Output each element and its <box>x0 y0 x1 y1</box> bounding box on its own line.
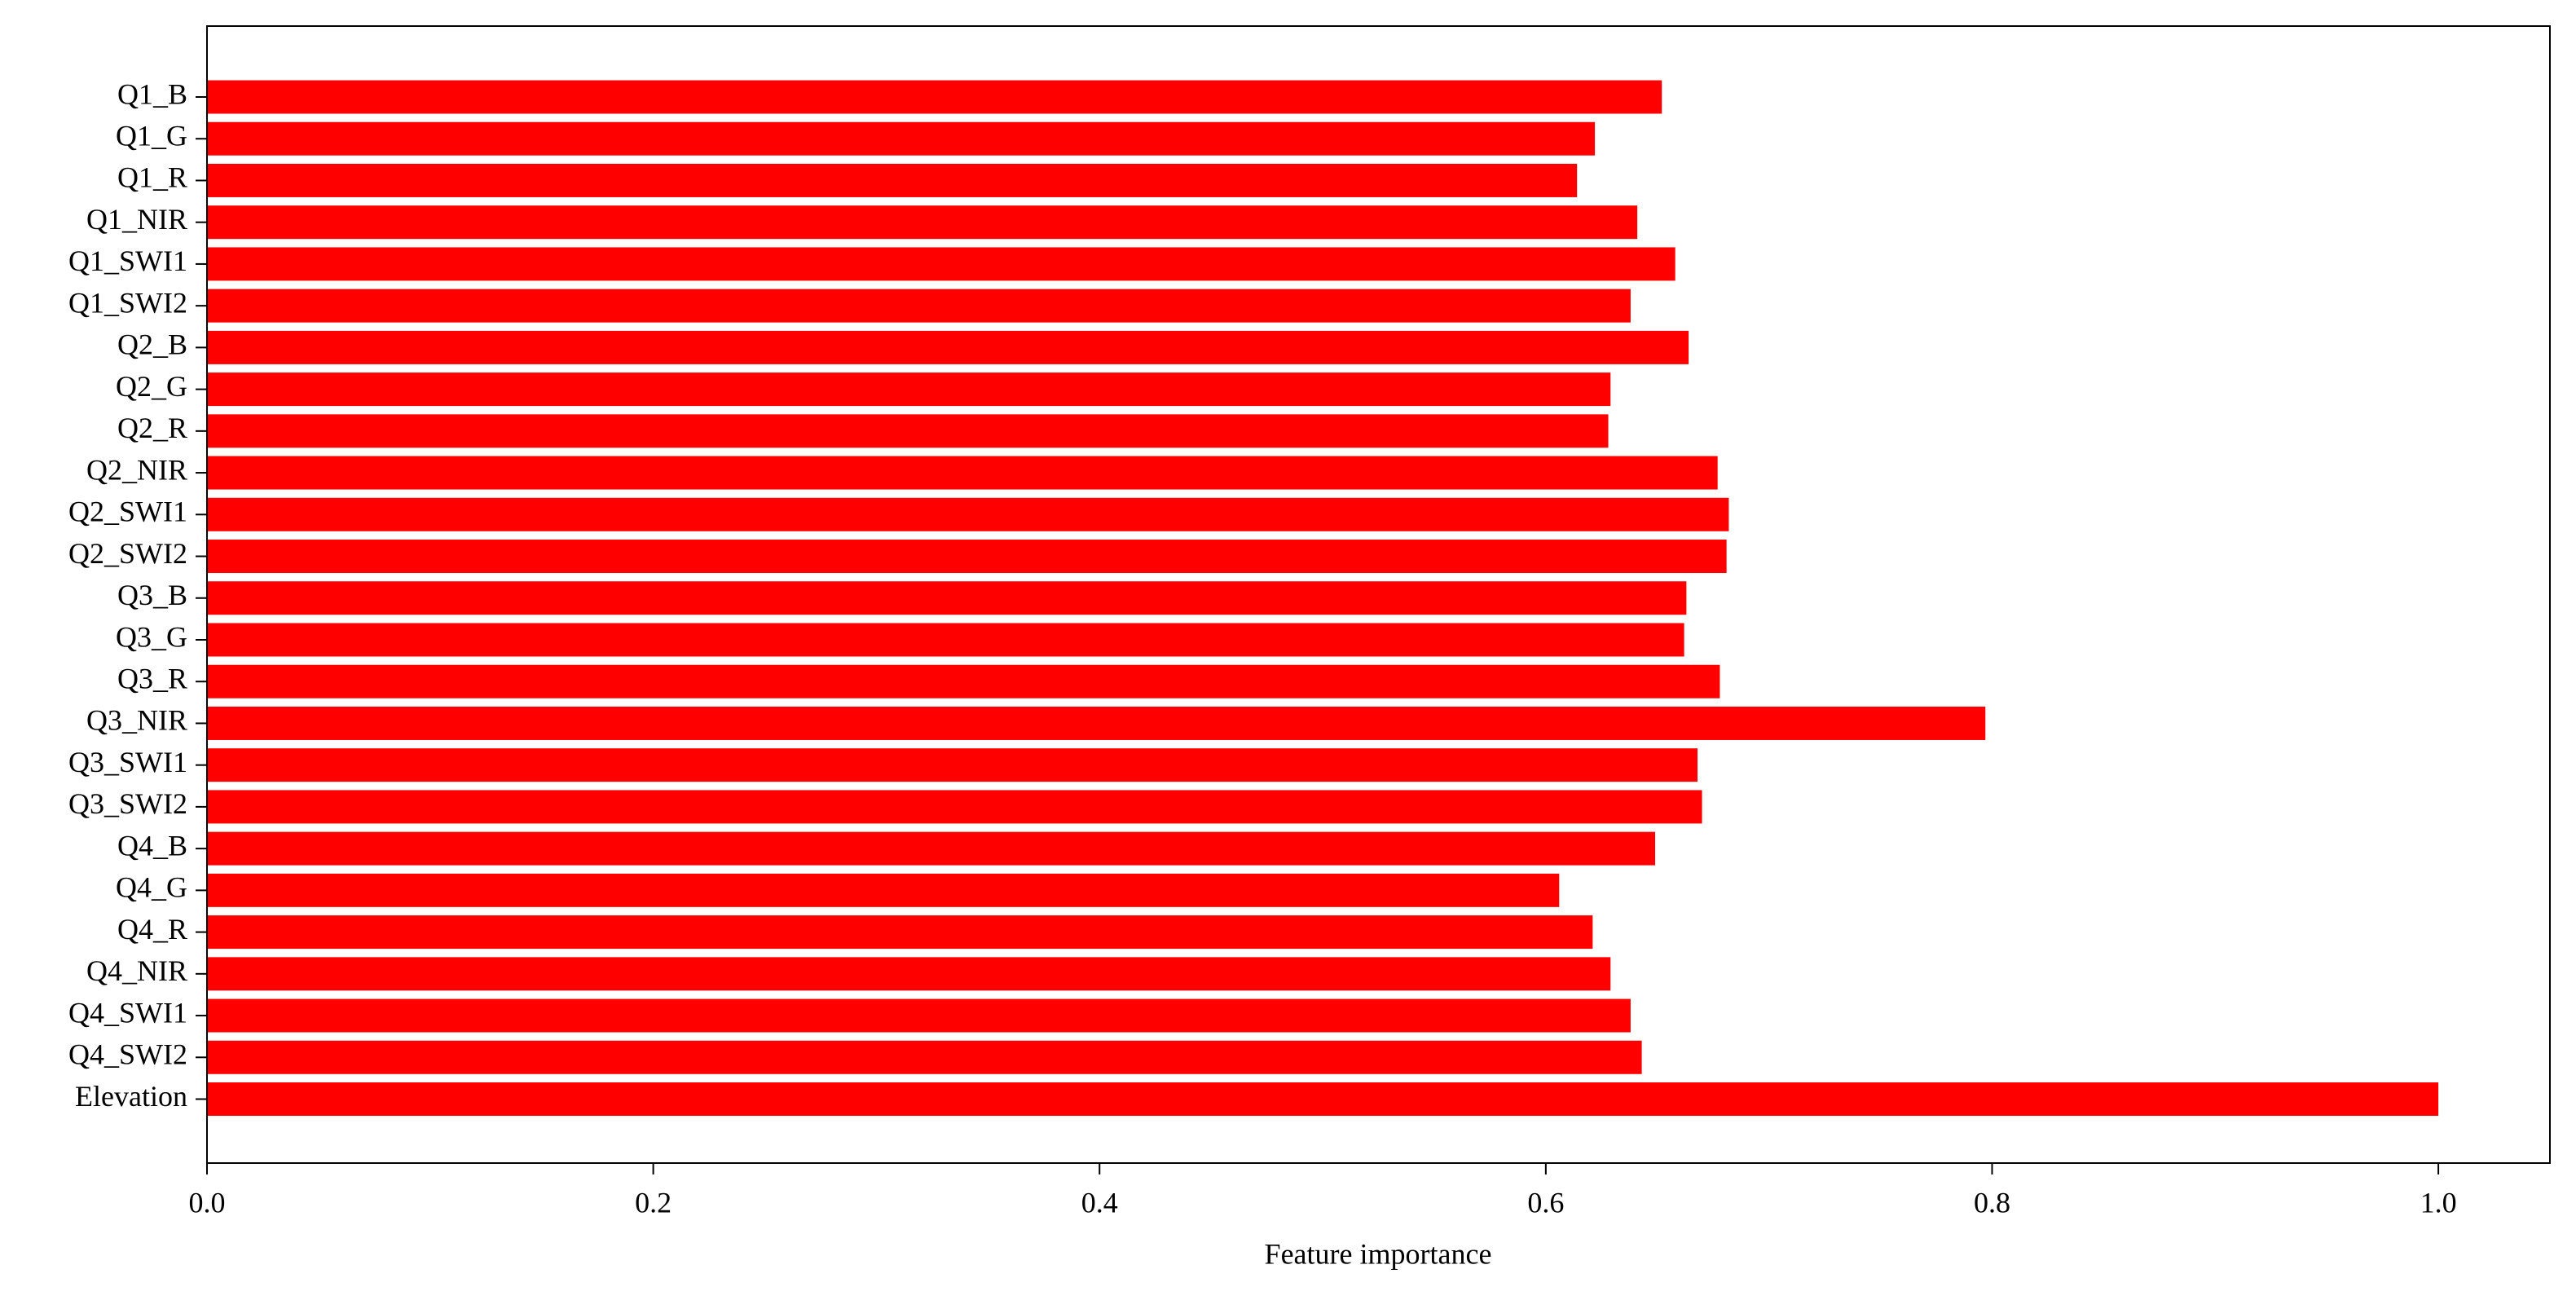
bar <box>207 540 1727 574</box>
x-axis-label: Feature importance <box>1265 1237 1492 1270</box>
bar <box>207 330 1689 364</box>
y-tick-label: Q2_SWI2 <box>68 537 187 570</box>
y-tick-label: Q3_SWI2 <box>68 787 187 820</box>
bar <box>207 1040 1642 1074</box>
bar <box>207 497 1729 531</box>
bar <box>207 247 1676 281</box>
x-tick-label: 0.6 <box>1527 1186 1564 1218</box>
x-tick-label: 1.0 <box>2420 1186 2457 1218</box>
bar <box>207 957 1611 991</box>
x-tick-label: 0.4 <box>1081 1186 1118 1218</box>
y-tick-label: Q3_NIR <box>86 704 187 737</box>
y-tick-label: Elevation <box>75 1080 187 1113</box>
y-tick-label: Q1_SWI1 <box>68 245 187 277</box>
bar <box>207 205 1638 240</box>
bar <box>207 1082 2439 1117</box>
y-tick-label: Q1_B <box>117 77 187 110</box>
bar <box>207 80 1662 114</box>
y-tick-label: Q4_NIR <box>86 954 187 987</box>
y-tick-label: Q4_G <box>116 871 187 904</box>
y-tick-label: Q1_NIR <box>86 203 187 236</box>
y-tick-label: Q2_R <box>117 412 187 444</box>
y-tick-label: Q3_SWI1 <box>68 746 187 778</box>
x-tick-label: 0.8 <box>1974 1186 2010 1218</box>
y-tick-label: Q3_G <box>116 620 187 653</box>
bar <box>207 414 1609 448</box>
bar <box>207 623 1684 657</box>
plot-frame <box>206 25 2551 1164</box>
y-tick-label: Q1_SWI2 <box>68 286 187 319</box>
y-tick-label: Q2_SWI1 <box>68 496 187 528</box>
bar <box>207 790 1702 824</box>
bar <box>207 748 1698 782</box>
y-tick-label: Q3_R <box>117 662 187 694</box>
bar <box>207 915 1593 950</box>
y-tick-label: Q4_SWI2 <box>68 1038 187 1071</box>
bar <box>207 581 1687 615</box>
y-tick-label: Q1_R <box>117 161 187 194</box>
y-tick-label: Q4_SWI1 <box>68 996 187 1029</box>
y-tick-label: Q3_B <box>117 579 187 611</box>
bar <box>207 372 1611 407</box>
bar <box>207 121 1596 156</box>
y-tick-label: Q2_G <box>116 370 187 403</box>
bar <box>207 831 1656 866</box>
y-tick-label: Q4_B <box>117 829 187 862</box>
bar <box>207 998 1631 1033</box>
y-tick-label: Q2_NIR <box>86 453 187 486</box>
bar <box>207 289 1631 323</box>
y-tick-label: Q1_G <box>116 119 187 152</box>
bar <box>207 873 1560 907</box>
bar <box>207 163 1578 197</box>
x-tick-label: 0.2 <box>635 1186 672 1218</box>
bar <box>207 706 1986 740</box>
y-tick-label: Q4_R <box>117 913 187 945</box>
bar <box>207 664 1720 698</box>
x-tick-label: 0.0 <box>189 1186 226 1218</box>
bar <box>207 456 1718 490</box>
y-tick-label: Q2_B <box>117 328 187 361</box>
